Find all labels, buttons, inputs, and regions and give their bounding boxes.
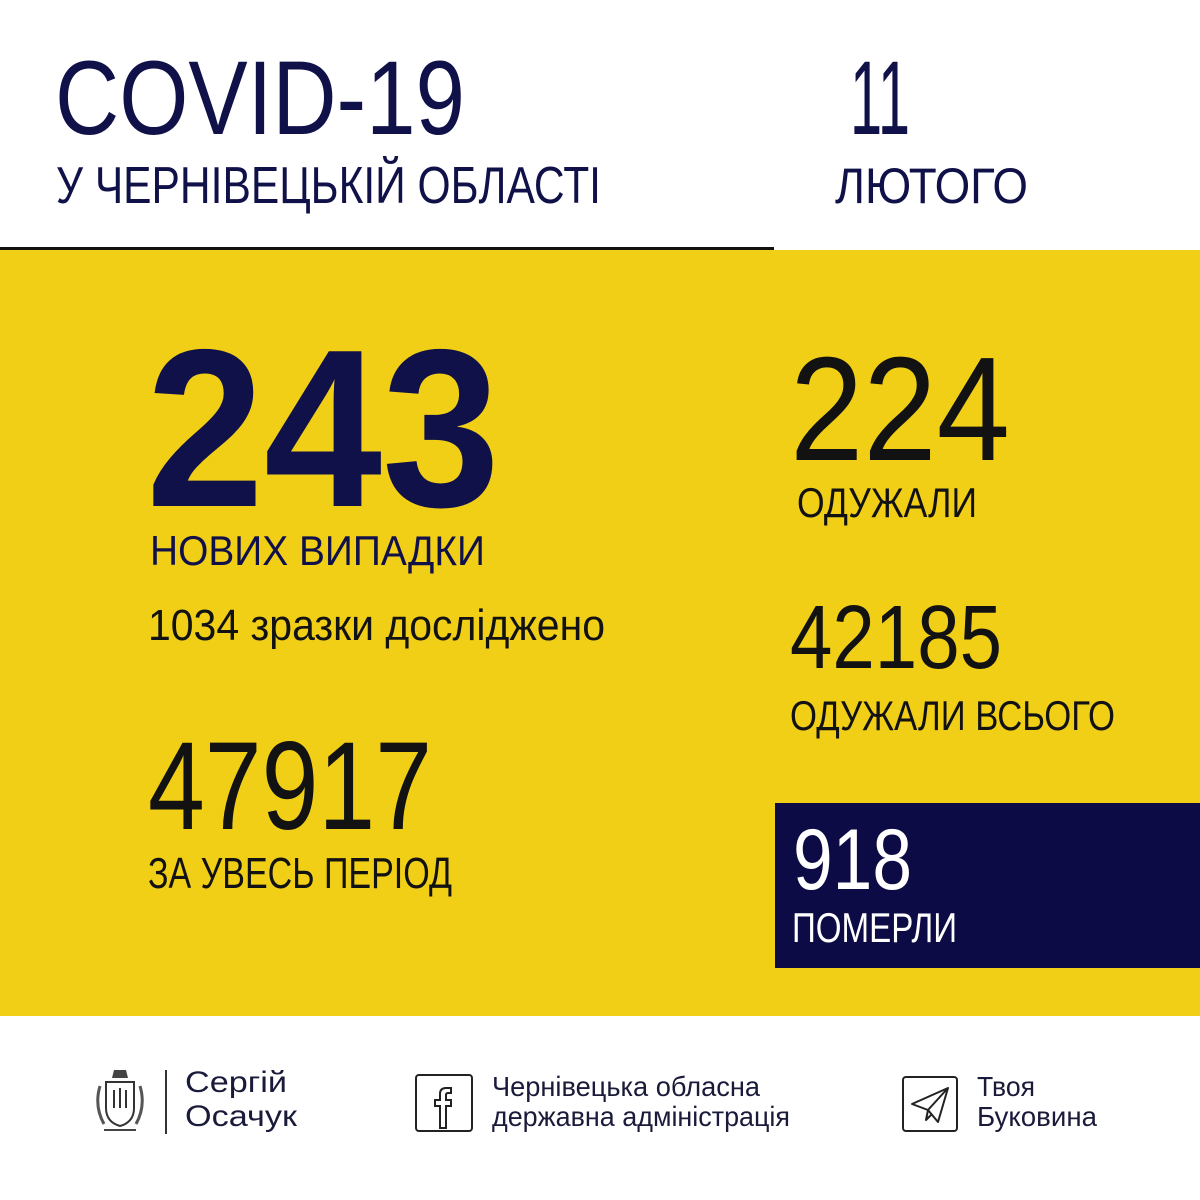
telegram-icon[interactable] (902, 1076, 958, 1132)
new-cases-value: 243 (146, 302, 500, 554)
subtitle: У ЧЕРНІВЕЦЬКІЙ ОБЛАСТІ (56, 157, 601, 215)
total-cases-label: ЗА УВЕСЬ ПЕРІОД (148, 849, 452, 898)
deaths-label: ПОМЕРЛИ (792, 904, 957, 951)
recovered-total-label: ОДУЖАЛИ ВСЬОГО (790, 692, 1115, 739)
total-cases-value: 47917 (148, 717, 432, 856)
deaths-box (775, 803, 1200, 968)
new-cases-label: НОВИХ ВИПАДКИ (150, 527, 485, 574)
telegram-line2: Буковина (977, 1101, 1097, 1132)
date-month: ЛЮТОГО (835, 158, 1028, 214)
facebook-icon[interactable] (415, 1074, 473, 1132)
person-name-line1: Сергій (185, 1066, 287, 1099)
header-divider (0, 247, 774, 251)
coat-of-arms-icon (96, 1070, 144, 1131)
recovered-label: ОДУЖАЛИ (797, 479, 977, 526)
person-name-line2: Осачук (185, 1100, 297, 1133)
footer-divider (165, 1070, 167, 1134)
recovered-total-value: 42185 (790, 588, 1002, 688)
facebook-line1: Чернівецька обласна (492, 1071, 760, 1102)
tested-count: 1034 зразки досліджено (148, 601, 605, 650)
telegram-line1: Твоя (977, 1071, 1035, 1102)
facebook-line2: державна адміністрація (492, 1101, 790, 1132)
title: COVID-19 (55, 40, 465, 157)
recovered-value: 224 (790, 327, 1010, 492)
deaths-value: 918 (793, 812, 912, 908)
date-day: 11 (850, 40, 910, 157)
